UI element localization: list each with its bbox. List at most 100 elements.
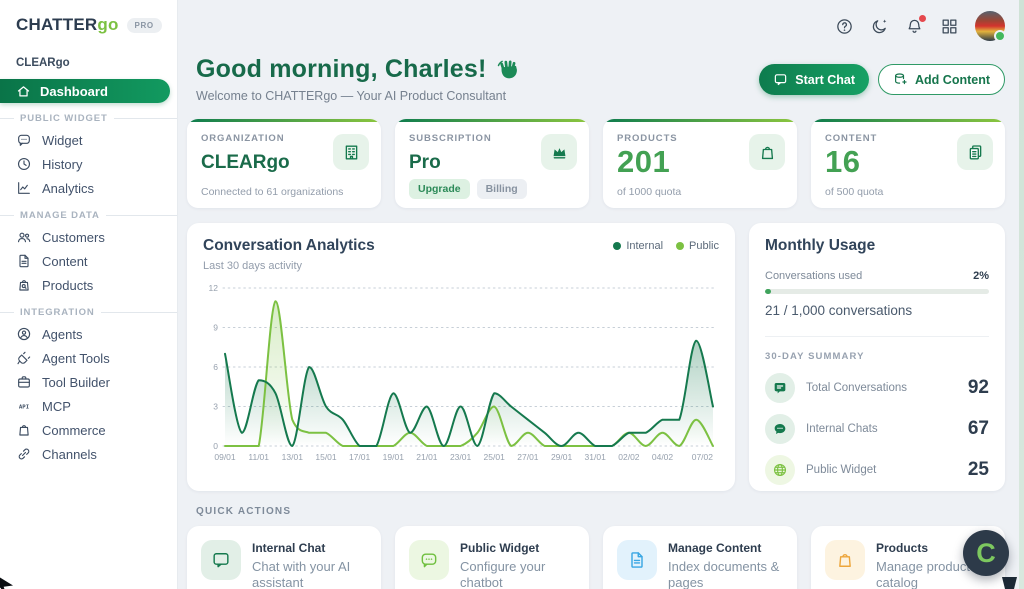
stat-card-products[interactable]: PRODUCTS 201 of 1000 quota	[603, 119, 797, 208]
stat-card-organization[interactable]: ORGANIZATION CLEARgo Connected to 61 organ…	[187, 119, 381, 208]
page-header: Good morning, Charles! Welcome to CHATTE…	[196, 55, 1005, 103]
quick-action-manage-content[interactable]: Manage Content Index documents & pages	[603, 526, 797, 589]
sidebar-item-mcp[interactable]: API MCP	[0, 394, 177, 418]
sidebar-item-analytics[interactable]: Analytics	[0, 176, 177, 200]
chat-icon-tile	[201, 540, 241, 580]
sidebar-item-agent-tools[interactable]: Agent Tools	[0, 346, 177, 370]
summary-rows: Total Conversations 92 Internal Chats 67 Pub…	[765, 373, 989, 485]
chart-legend: Internal Public	[613, 237, 719, 272]
summary-row-value: 67	[967, 418, 989, 439]
stat-card-icon-tile	[749, 134, 785, 170]
sidebar-item-tool-builder[interactable]: Tool Builder	[0, 370, 177, 394]
users-icon	[17, 232, 31, 243]
bell-icon-button[interactable]	[905, 14, 926, 36]
usage-progress-bar	[765, 289, 989, 294]
bag-icon	[839, 553, 851, 567]
svg-text:02/02: 02/02	[618, 452, 640, 462]
sidebar-item-channels[interactable]: Channels	[0, 442, 177, 466]
quick-action-title: Manage Content	[668, 541, 762, 555]
sidebar-item-label: Content	[42, 253, 88, 269]
moon-icon-button[interactable]	[870, 17, 889, 36]
stat-card-value: CLEARgo	[201, 152, 290, 173]
start-chat-button[interactable]: Start Chat	[759, 64, 870, 95]
clock-icon	[17, 157, 31, 171]
svg-text:13/01: 13/01	[282, 452, 304, 462]
document-icon-tile	[617, 540, 657, 580]
svg-text:3: 3	[213, 402, 218, 412]
help-icon	[837, 18, 852, 34]
stat-card-subtext: Connected to 61 organizations	[201, 186, 344, 198]
section-label: MANAGE DATA	[0, 210, 177, 221]
chart-icon	[18, 182, 30, 194]
billing-chip[interactable]: Billing	[476, 179, 527, 199]
conversation-analytics-chart: 0 3 6 9 12 09/01 11/01 13/01 15/01 17/01 19/01 21/0…	[209, 283, 716, 462]
chart-title: Conversation Analytics	[203, 237, 375, 254]
svg-text:19/01: 19/01	[383, 452, 405, 462]
add-content-button[interactable]: Add Content	[878, 64, 1005, 95]
quick-action-desc: Configure your chatbot	[460, 559, 546, 589]
stat-card-content[interactable]: CONTENT 16 of 500 quota	[811, 119, 1005, 208]
chat-bubble-icon	[18, 134, 30, 146]
svg-text:17/01: 17/01	[349, 452, 371, 462]
plug-icon	[17, 351, 31, 365]
summary-row-value: 92	[967, 377, 989, 398]
user-avatar[interactable]	[975, 11, 1006, 42]
sidebar-item-customers[interactable]: Customers	[0, 225, 177, 249]
chart-area: 0 3 6 9 12 09/01 11/01 13/01 15/01 17/01 19/01 21/0…	[203, 280, 719, 471]
internal-area	[225, 340, 713, 446]
divider	[765, 336, 989, 337]
organization-label: CLEARgo	[16, 57, 70, 69]
stat-card-chips: Upgrade Billing	[409, 179, 527, 199]
sidebar-item-products[interactable]: Products	[0, 273, 177, 297]
api-icon: API	[19, 404, 29, 410]
header-actions: Start Chat Add Content	[759, 64, 1005, 95]
chart-subtitle: Last 30 days activity	[203, 260, 303, 272]
svg-text:API: API	[19, 404, 29, 410]
stat-card-label: SUBSCRIPTION	[409, 133, 492, 144]
notification-badge	[919, 14, 926, 22]
grid-icon	[942, 19, 957, 33]
quick-action-internal-chat[interactable]: Internal Chat Chat with your AI assistant	[187, 526, 381, 589]
chat-widget-launcher[interactable]: C	[963, 530, 1009, 576]
sidebar-item-commerce[interactable]: Commerce	[0, 418, 177, 442]
svg-text:29/01: 29/01	[551, 452, 573, 462]
main-content: Good morning, Charles! Welcome to CHATTE…	[178, 0, 1024, 589]
bag-icon	[761, 146, 773, 159]
stat-card-subscription[interactable]: SUBSCRIPTION Pro Upgrade Billing	[395, 119, 589, 208]
legend-item-internal: Internal	[613, 240, 663, 252]
chat-bubble-icon	[421, 553, 437, 568]
chat-bubble-filled-icon	[774, 424, 786, 434]
sidebar-item-agents[interactable]: Agents	[0, 322, 177, 346]
quick-actions-label: QUICK ACTIONS	[196, 506, 292, 517]
sidebar-item-widget[interactable]: Widget	[0, 128, 177, 152]
legend-dot	[613, 242, 622, 250]
crown-icon	[553, 147, 565, 158]
chat-widget-letter: C	[976, 537, 996, 568]
pro-badge: PRO	[126, 17, 162, 33]
upgrade-chip[interactable]: Upgrade	[409, 179, 470, 199]
sidebar-item-dashboard[interactable]: Dashboard	[0, 79, 170, 103]
sidebar-item-label: Widget	[42, 132, 83, 148]
summary-row-total-conversations: Total Conversations 92	[765, 373, 989, 403]
stat-card-value: 201	[617, 144, 671, 179]
usage-label: Conversations used	[765, 270, 863, 282]
svg-text:6: 6	[213, 362, 218, 372]
internal-line	[224, 339, 714, 447]
sidebar-item-label: Tool Builder	[42, 374, 110, 390]
sidebar-item-history[interactable]: History	[0, 152, 177, 176]
quick-action-public-widget[interactable]: Public Widget Configure your chatbot	[395, 526, 589, 589]
sidebar-item-label: Agent Tools	[42, 350, 110, 366]
scrollbar[interactable]	[1019, 0, 1024, 589]
stat-card-subtext: of 500 quota	[825, 186, 884, 198]
brand-logo[interactable]: CHATTERgo PRO	[0, 0, 177, 35]
help-icon-button[interactable]	[835, 17, 854, 36]
summary-row-label: Internal Chats	[806, 423, 878, 435]
home-icon	[17, 85, 30, 96]
svg-text:9: 9	[213, 323, 218, 333]
stat-card-icon-tile	[333, 134, 369, 170]
sidebar-item-label: Agents	[42, 326, 83, 342]
chat-bubble-filled-icon-tile	[765, 414, 795, 444]
grid-icon-button[interactable]	[940, 17, 959, 36]
sidebar-item-content[interactable]: Content	[0, 249, 177, 273]
stat-card-value: 16	[825, 144, 861, 179]
